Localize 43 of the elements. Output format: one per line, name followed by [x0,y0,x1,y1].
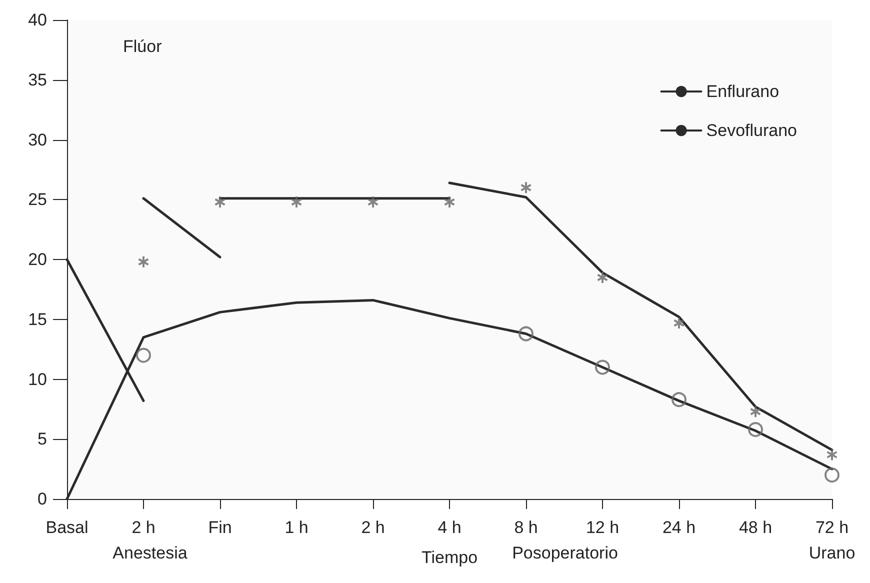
x-tick-label: 72 h [815,518,849,537]
point [444,196,456,209]
x-tick-label: Fin [208,518,232,537]
point [824,468,840,483]
point [520,181,532,194]
x-tick-label: 12 h [586,518,620,537]
text: Urano [808,544,856,562]
y-tick-label: 40 [28,10,47,30]
x-tick-label: 48 h [738,518,772,537]
point [518,326,534,342]
point [595,360,610,375]
y-tick-label: 20 [28,250,47,269]
x-tick-label: 24 h [662,518,696,537]
y-tick-label: 35 [28,70,47,90]
x-tick-label: 2 h [361,518,385,537]
point [367,196,379,209]
x-tick-label: Basal [46,518,88,537]
x-axis-title: Tiempo [421,548,478,567]
x-tick-label: 2 h [132,518,156,537]
point [136,348,151,363]
text: Posoperatorio [512,544,618,562]
x-tick-label: 4 h [438,518,462,537]
legend-label: Sevoflurano [706,121,798,140]
point [290,196,302,209]
y-tick-label: 25 [28,190,47,210]
y-tick-label: 10 [28,370,47,389]
point [748,422,763,438]
y-tick-label: 30 [28,130,47,150]
point [750,405,762,418]
point [214,196,226,209]
point [596,270,608,284]
point [673,316,685,330]
y-tick-label: 5 [38,430,47,449]
point [138,255,150,268]
point [672,392,686,408]
y-tick-label: 0 [38,490,47,508]
y-tick-label: 15 [28,310,47,329]
x-tick-label: 1 h [284,518,308,537]
legend-label: Enflurano [706,82,780,101]
x-tick-label: 8 h [514,518,538,537]
y-axis-title: Flúor [123,37,162,56]
text: Anestesia [112,544,188,562]
point [826,448,838,462]
